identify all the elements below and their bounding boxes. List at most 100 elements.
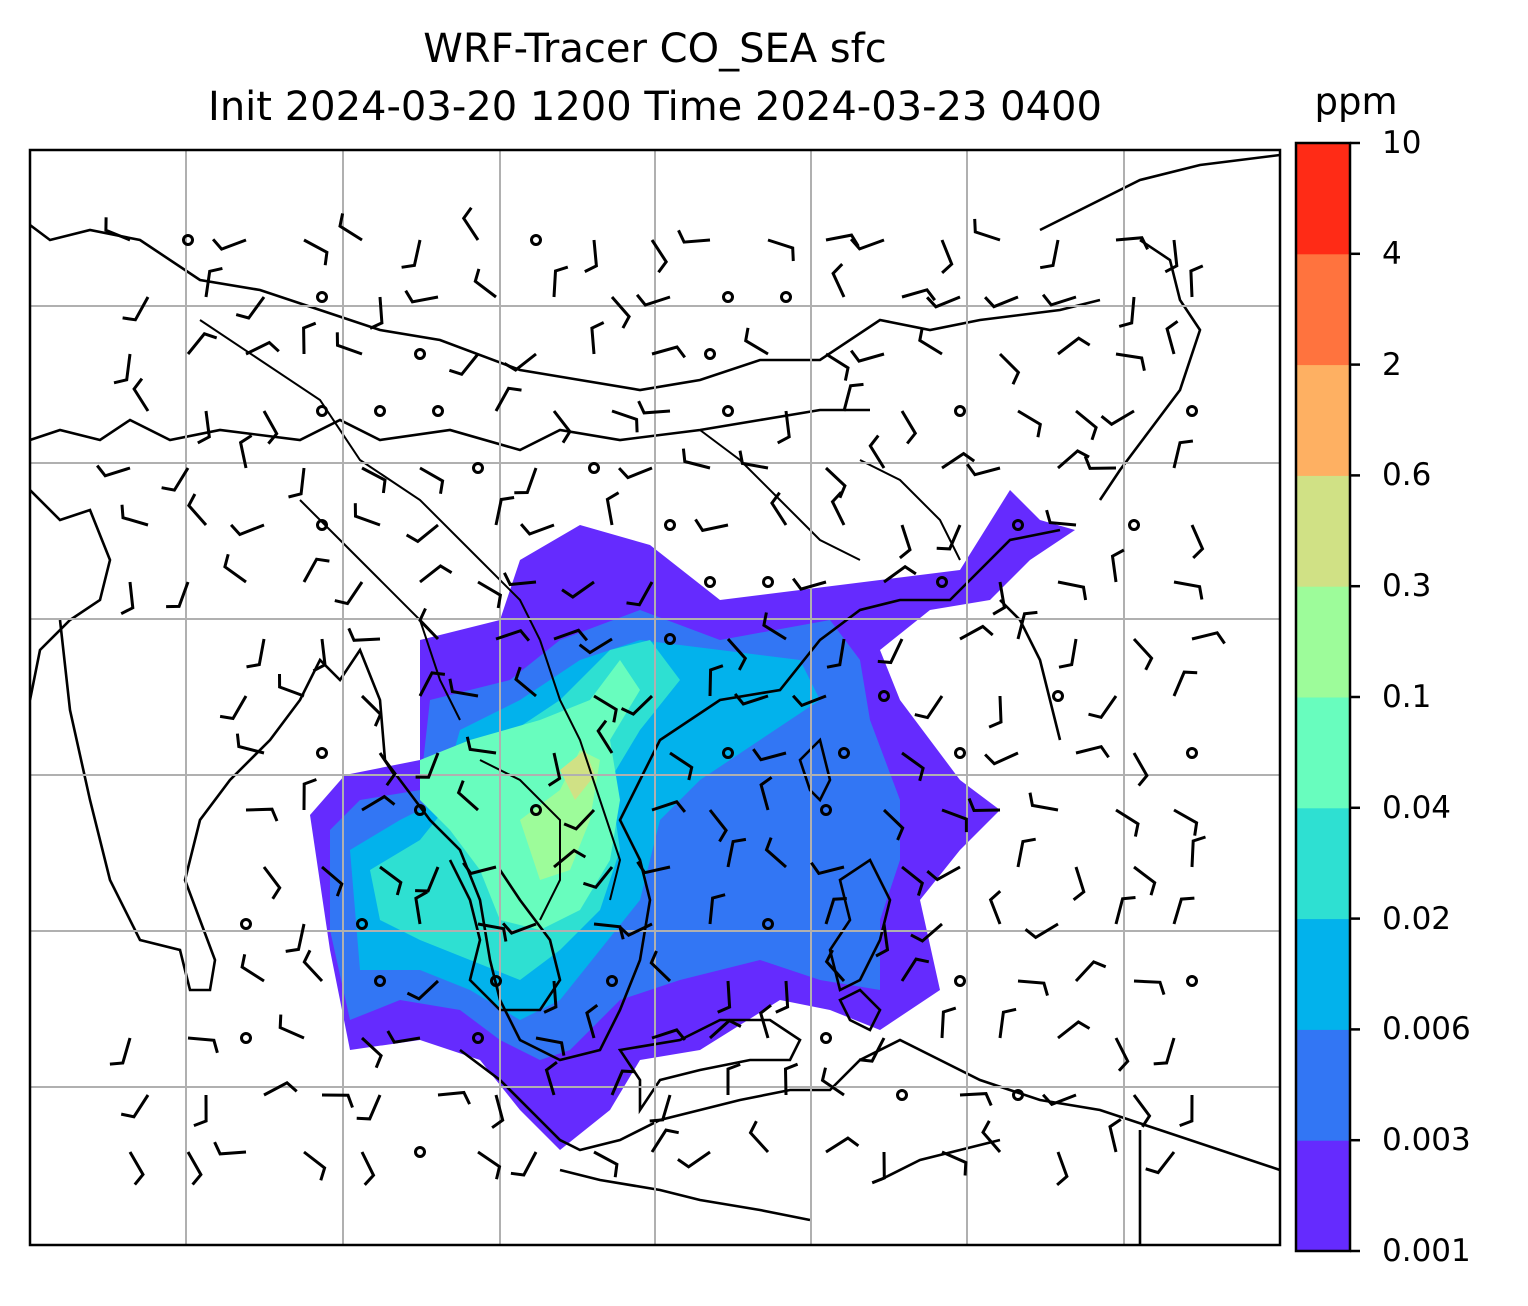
wind-barb — [437, 1090, 471, 1105]
calm-wind-circle — [316, 747, 328, 759]
wind-barb — [649, 1094, 672, 1123]
calm-wind-circle — [414, 1146, 426, 1158]
wind-barb — [473, 268, 497, 299]
wind-barb — [503, 572, 537, 587]
wind-barb — [405, 523, 439, 544]
wind-barb — [369, 296, 384, 330]
calm-wind-circle — [316, 519, 328, 531]
wind-barb — [334, 581, 364, 606]
tracer-field — [310, 490, 1075, 1150]
wind-barb — [547, 752, 562, 787]
wind-barb — [764, 837, 787, 869]
country-borders — [199, 319, 961, 921]
wind-barb — [1145, 1151, 1176, 1175]
wind-barb — [900, 410, 918, 445]
wind-barb — [901, 288, 936, 302]
wind-barb — [302, 949, 324, 983]
calm-wind-circle — [530, 234, 542, 246]
wind-barb — [353, 503, 381, 527]
calm-wind-circle — [1052, 690, 1064, 702]
wind-barb — [590, 321, 605, 355]
wind-barb — [900, 957, 930, 982]
wind-barb — [456, 780, 479, 812]
wind-barb — [1153, 1037, 1176, 1066]
wind-barb — [321, 1093, 354, 1109]
wind-barb — [1088, 695, 1118, 720]
colorbar-tick-label: 0.001 — [1382, 1233, 1471, 1269]
wind-barb — [418, 607, 440, 641]
wind-barb — [925, 295, 961, 309]
calm-wind-circle — [182, 234, 194, 246]
wind-barb — [748, 1120, 770, 1154]
wind-barb — [610, 1069, 636, 1096]
wind-barb — [824, 897, 847, 925]
wind-barb — [708, 1018, 742, 1040]
wind-barb — [419, 466, 445, 495]
colorbar-segment — [1296, 1140, 1350, 1252]
wind-barb — [1179, 1094, 1194, 1128]
wind-barb — [563, 808, 596, 831]
wind-barb — [204, 266, 223, 298]
map-frame — [28, 148, 1282, 1247]
wind-barb — [1075, 744, 1110, 759]
wind-barb — [477, 1150, 502, 1180]
wind-barb — [543, 980, 558, 1014]
calm-wind-circle — [838, 747, 850, 759]
wind-barb — [762, 612, 787, 641]
calm-wind-circle — [240, 1032, 252, 1044]
calm-wind-circle — [490, 975, 502, 987]
calm-wind-circle — [414, 348, 426, 360]
wind-barb — [553, 628, 589, 642]
wind-barb — [321, 865, 344, 897]
wind-barb — [197, 410, 211, 445]
wind-barb — [1016, 837, 1036, 868]
wind-barb — [620, 694, 654, 716]
calm-wind-circle — [722, 291, 734, 303]
calm-wind-circle — [240, 918, 252, 930]
wind-barb — [494, 386, 522, 412]
colorbar-segment — [1296, 475, 1350, 587]
calm-wind-circle — [664, 519, 676, 531]
calm-wind-circle — [606, 975, 618, 987]
wind-barb — [303, 1150, 327, 1181]
wind-barb — [419, 564, 453, 584]
gridlines — [30, 150, 1280, 1245]
wind-barb — [561, 580, 595, 599]
wind-barb — [1115, 808, 1140, 837]
wind-barb — [651, 345, 686, 359]
calm-wind-circle — [664, 633, 676, 645]
wind-barb — [776, 410, 791, 445]
wind-barb — [491, 1094, 505, 1129]
wind-barb — [825, 352, 850, 381]
wind-barb — [1039, 239, 1060, 270]
wind-barb — [235, 733, 265, 755]
wind-barb — [1024, 922, 1059, 940]
wind-barb — [448, 353, 480, 377]
wind-barb — [758, 1004, 772, 1039]
wind-barb — [1114, 896, 1136, 925]
calm-wind-circle — [316, 291, 328, 303]
wind-barb — [883, 564, 917, 584]
wind-barb — [775, 980, 790, 1014]
wind-barb — [514, 467, 538, 495]
wind-barb — [1057, 580, 1088, 601]
wind-barb — [302, 557, 330, 583]
wind-barb — [611, 409, 639, 433]
wind-barb — [245, 807, 279, 822]
colorbar-segment — [1296, 253, 1350, 366]
wind-barb — [1074, 960, 1107, 983]
wind-barb — [988, 889, 1002, 925]
wind-barb — [1173, 808, 1199, 836]
calm-wind-circle — [472, 462, 484, 474]
wind-barb — [752, 748, 787, 762]
wind-barb — [302, 778, 317, 811]
wind-barb — [235, 296, 266, 320]
colorbar-segment — [1296, 807, 1350, 920]
wind-barb — [495, 628, 531, 642]
wind-barb — [868, 434, 886, 469]
wind-barb — [519, 523, 555, 536]
wind-barb — [967, 797, 1001, 813]
wind-barb — [637, 400, 671, 415]
wind-barb — [610, 296, 631, 329]
wind-barb — [875, 923, 890, 958]
